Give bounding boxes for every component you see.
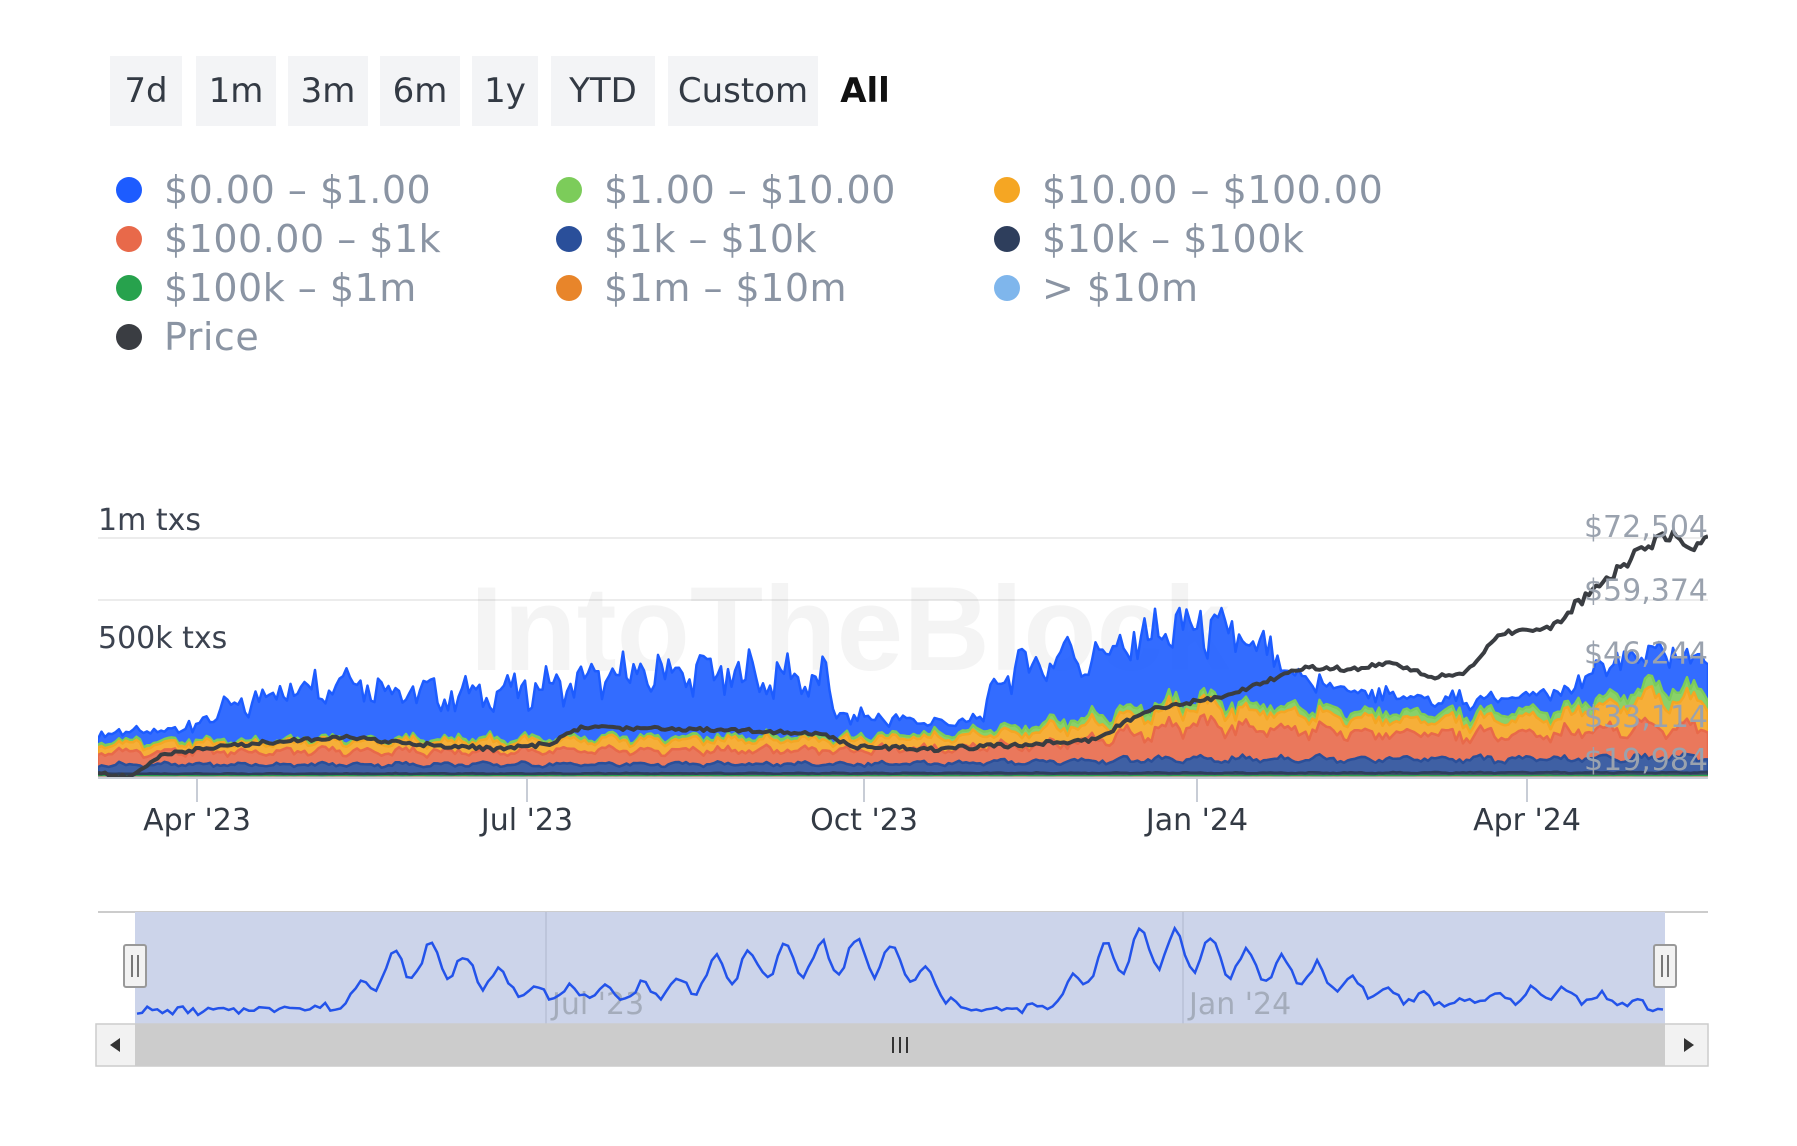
y-right-tick-label: $33,114 <box>1584 700 1708 735</box>
legend-item[interactable]: $100.00 – $1k <box>116 215 441 263</box>
legend-label: > $10m <box>1042 266 1199 310</box>
navigator-ticks: Jul '23 Jan '24 <box>545 912 1291 1024</box>
range-button-3m[interactable]: 3m <box>288 56 368 126</box>
navigator-series-line <box>136 925 1664 1017</box>
navigator-tick-label: Jan '24 <box>1187 987 1291 1022</box>
y-left-tick-label: 1m txs <box>98 503 201 538</box>
legend-label: $1m – $10m <box>604 266 848 310</box>
legend-label: $1.00 – $10.00 <box>604 168 896 212</box>
legend-dot-icon <box>994 226 1020 252</box>
x-tick-label: Jul '23 <box>479 803 573 838</box>
x-tick-label: Apr '23 <box>143 803 251 838</box>
navigator-right-handle[interactable] <box>1653 944 1677 988</box>
x-tick-label: Apr '24 <box>1473 803 1581 838</box>
legend-item[interactable]: $10k – $100k <box>994 215 1304 263</box>
y-axis-right: $72,504 $59,374 $46,244 $33,114 $19,984 <box>1584 510 1708 778</box>
legend-item[interactable]: $10.00 – $100.00 <box>994 166 1383 214</box>
legend-label: $100.00 – $1k <box>164 217 442 261</box>
legend-dot-icon <box>556 177 582 203</box>
legend-item[interactable]: $0.00 – $1.00 <box>116 166 431 214</box>
legend-item[interactable]: $1k – $10k <box>556 215 817 263</box>
legend-label: $0.00 – $1.00 <box>164 168 432 212</box>
range-button-custom[interactable]: Custom <box>668 56 818 126</box>
legend-item[interactable]: $1m – $10m <box>556 264 847 312</box>
range-button-7d[interactable]: 7d <box>110 56 182 126</box>
legend-item[interactable]: Price <box>116 313 259 361</box>
range-button-1y[interactable]: 1y <box>472 56 538 126</box>
legend-dot-icon <box>556 226 582 252</box>
y-right-tick-label: $59,374 <box>1584 573 1708 608</box>
legend-label: $100k – $1m <box>164 266 417 310</box>
x-tick-label: Oct '23 <box>810 803 918 838</box>
range-navigator[interactable]: Jul '23 Jan '24 <box>98 911 1708 1024</box>
navigator-scrollbar[interactable] <box>95 1023 1709 1067</box>
legend-item[interactable]: $1.00 – $10.00 <box>556 166 896 214</box>
y-right-tick-label: $72,504 <box>1584 510 1708 545</box>
legend-dot-icon <box>116 177 142 203</box>
scroll-left-arrow-icon[interactable] <box>110 1038 120 1052</box>
legend-dot-icon <box>116 226 142 252</box>
y-right-tick-label: $46,244 <box>1584 637 1708 672</box>
legend-label: Price <box>164 315 260 359</box>
price-line <box>98 529 1708 778</box>
range-button-6m[interactable]: 6m <box>380 56 460 126</box>
legend-label: $10k – $100k <box>1042 217 1305 261</box>
scroll-right-arrow-icon[interactable] <box>1684 1038 1694 1052</box>
y-left-tick-label: 500k txs <box>98 621 227 656</box>
legend-dot-icon <box>994 177 1020 203</box>
legend-dot-icon <box>994 275 1020 301</box>
range-button-1m[interactable]: 1m <box>196 56 276 126</box>
legend-label: $1k – $10k <box>604 217 818 261</box>
navigator-selection[interactable] <box>135 912 1665 1024</box>
x-tick-label: Jan '24 <box>1144 803 1248 838</box>
legend-label: $10.00 – $100.00 <box>1042 168 1384 212</box>
legend-item[interactable]: $100k – $1m <box>116 264 417 312</box>
range-button-all[interactable]: All <box>830 56 900 126</box>
legend-dot-icon <box>556 275 582 301</box>
range-button-ytd[interactable]: YTD <box>551 56 655 126</box>
legend-dot-icon <box>116 275 142 301</box>
price-layer <box>98 529 1708 778</box>
legend-item[interactable]: > $10m <box>994 264 1198 312</box>
y-axis-left: 1m txs 500k txs <box>98 503 227 656</box>
y-right-tick-label: $19,984 <box>1584 743 1708 778</box>
legend-dot-icon <box>116 324 142 350</box>
navigator-left-handle[interactable] <box>123 944 147 988</box>
x-axis-ticks: Apr '23 Jul '23 Oct '23 Jan '24 Apr '24 <box>143 778 1581 838</box>
